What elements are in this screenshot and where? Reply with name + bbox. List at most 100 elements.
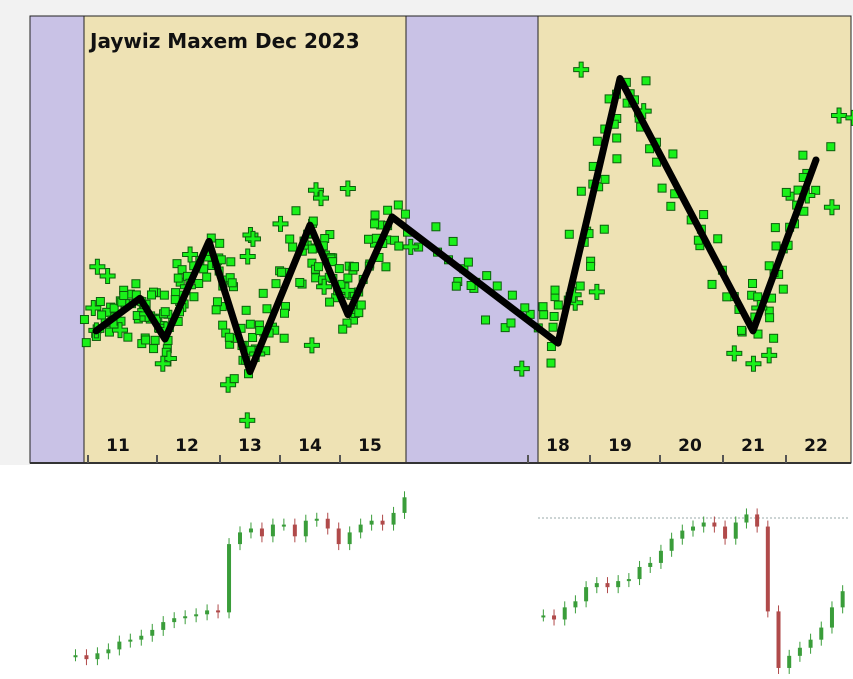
scatter-point <box>314 262 324 272</box>
scatter-point <box>592 136 602 146</box>
candle-body <box>829 607 834 628</box>
scatter-point <box>119 290 129 300</box>
plus-marker <box>245 231 260 246</box>
plus-marker <box>339 283 354 298</box>
candle-body <box>314 518 319 521</box>
scatter-point <box>575 281 585 291</box>
scatter-point <box>431 222 441 232</box>
scatter-point <box>159 290 169 300</box>
plus-marker <box>846 110 853 125</box>
scatter-point <box>753 292 763 302</box>
scatter-point <box>381 262 391 272</box>
scatter-point <box>668 149 678 159</box>
candle-body <box>292 524 297 537</box>
candle-body <box>701 522 706 527</box>
candle-body <box>161 622 166 630</box>
plus-marker <box>589 284 604 299</box>
scatter-point <box>507 290 517 300</box>
scatter-point <box>370 219 380 229</box>
scatter-point <box>285 234 295 244</box>
candle-body <box>248 528 253 533</box>
scatter-point <box>394 241 404 251</box>
candle-body <box>658 550 663 563</box>
candle-body <box>117 641 122 650</box>
scatter-point <box>383 205 393 215</box>
plus-marker <box>832 108 847 123</box>
scatter-point <box>227 278 237 288</box>
candle-body <box>584 587 589 602</box>
scatter-point <box>280 308 290 318</box>
scatter-point <box>600 174 610 184</box>
scatter-point <box>271 279 281 289</box>
scatter-point <box>769 333 779 343</box>
scatter-point <box>765 313 775 323</box>
scatter-point <box>778 284 788 294</box>
scatter-point <box>146 290 156 300</box>
plus-marker <box>514 361 529 376</box>
plus-marker <box>762 348 777 363</box>
candle-body <box>797 647 802 656</box>
plus-marker <box>574 62 589 77</box>
plus-marker <box>221 377 236 392</box>
candle-body <box>358 524 363 533</box>
scatter-point <box>400 209 410 219</box>
plus-marker <box>90 259 105 274</box>
candle-body <box>216 610 221 613</box>
plus-marker <box>183 247 198 262</box>
candle-body <box>391 512 396 525</box>
scatter-point <box>241 305 251 315</box>
scatter-point <box>258 288 268 298</box>
scatter-point <box>349 262 359 272</box>
scatter-point <box>248 332 258 342</box>
x-tick-label: 22 <box>804 436 828 456</box>
candle-body <box>73 655 78 658</box>
x-tick-label: 21 <box>741 436 765 456</box>
scatter-point <box>612 154 622 164</box>
scatter-point <box>666 201 676 211</box>
scatter-point <box>229 374 239 384</box>
top-ruler <box>0 0 853 16</box>
candle-body <box>723 526 728 539</box>
scatter-point <box>506 318 516 328</box>
scatter-point <box>202 272 212 282</box>
scatter-point <box>586 261 596 271</box>
scatter-point <box>356 300 366 310</box>
candle-body <box>765 526 770 612</box>
scatter-point <box>748 278 758 288</box>
scatter-point <box>482 271 492 281</box>
scatter-point <box>334 264 344 274</box>
scatter-point <box>224 332 234 342</box>
scatter-point <box>722 292 732 302</box>
scatter-point <box>279 333 289 343</box>
scatter-point <box>226 257 236 267</box>
scatter-point <box>172 259 182 269</box>
plus-marker <box>340 181 355 196</box>
plus-marker <box>240 249 255 264</box>
scatter-point <box>564 229 574 239</box>
candle-body <box>541 615 546 618</box>
scatter-point <box>194 278 204 288</box>
candle-body <box>669 538 674 551</box>
scatter-point <box>291 206 301 216</box>
scatter-point <box>448 236 458 246</box>
candlestick-charts <box>73 491 848 674</box>
scatter-point <box>81 338 91 348</box>
scatter-point <box>771 241 781 251</box>
candle-body <box>205 610 210 615</box>
candle-body <box>281 524 286 527</box>
zigzag-line <box>92 75 820 376</box>
scatter-point <box>699 210 709 220</box>
scatter-point <box>539 310 549 320</box>
x-tick-label: 13 <box>238 436 262 456</box>
candle-body <box>380 520 385 525</box>
x-tick-label: 19 <box>608 436 632 456</box>
scatter-point <box>451 281 461 291</box>
scatter-point <box>325 297 335 307</box>
candle-body <box>270 524 275 537</box>
day-backgrounds <box>29 15 852 464</box>
candle-body <box>238 532 242 545</box>
scatter-point <box>149 344 159 354</box>
candle-body <box>336 528 341 545</box>
candle-body <box>227 544 232 613</box>
plus-marker <box>403 239 418 254</box>
